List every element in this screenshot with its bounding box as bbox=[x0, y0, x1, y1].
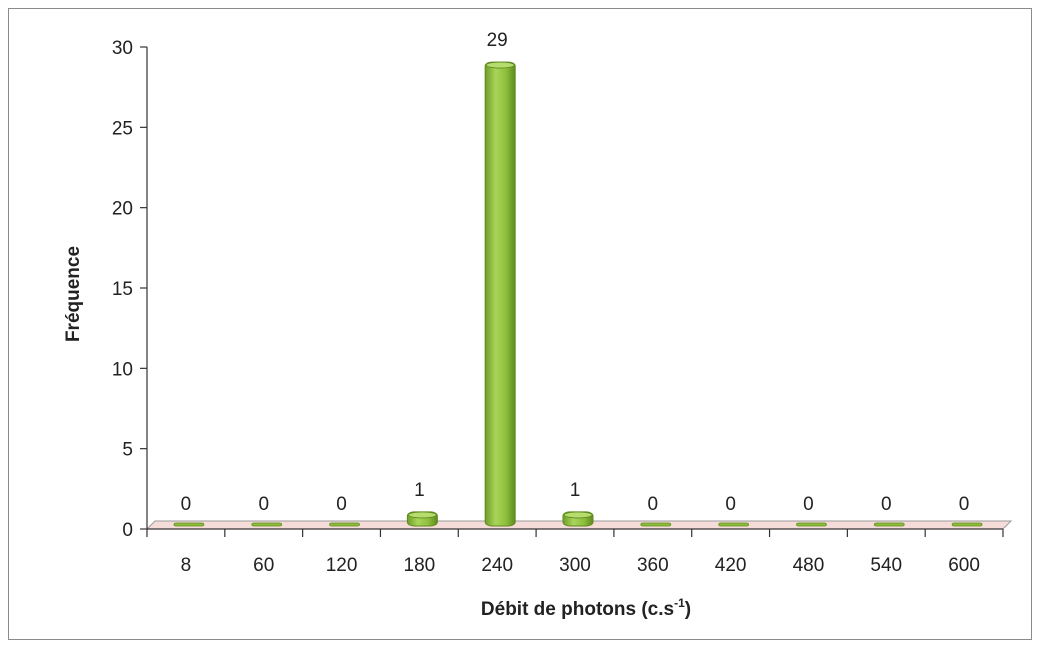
data-label: 0 bbox=[881, 494, 892, 515]
x-axis-title-suffix: ) bbox=[685, 599, 691, 620]
x-tick-label: 480 bbox=[793, 555, 825, 576]
bar bbox=[640, 522, 672, 527]
bar bbox=[951, 522, 983, 527]
x-tick-label: 60 bbox=[253, 555, 274, 576]
x-tick-label: 420 bbox=[715, 555, 747, 576]
data-label: 29 bbox=[487, 30, 508, 51]
data-label: 0 bbox=[181, 494, 192, 515]
x-tick-label: 300 bbox=[559, 555, 591, 576]
y-tick-label: 0 bbox=[122, 520, 133, 541]
x-axis-title-superscript: -1 bbox=[674, 596, 685, 610]
data-label: 1 bbox=[570, 480, 581, 501]
bar bbox=[329, 522, 360, 527]
data-label: 0 bbox=[336, 494, 347, 515]
data-label: 0 bbox=[959, 494, 970, 515]
bar bbox=[718, 522, 750, 527]
bars bbox=[173, 61, 983, 527]
data-label: 0 bbox=[803, 494, 814, 515]
y-tick-label: 5 bbox=[122, 440, 133, 461]
y-tick-label: 25 bbox=[112, 118, 133, 139]
y-tick-label: 15 bbox=[112, 279, 133, 300]
x-tick-label: 120 bbox=[326, 555, 358, 576]
x-tick-label: 540 bbox=[870, 555, 902, 576]
data-labels: 0 0 0 1 29 1 0 0 0 0 0 bbox=[181, 30, 970, 515]
y-tick-label: 30 bbox=[112, 38, 133, 59]
x-axis-title: Débit de photons (c.s-1) bbox=[481, 596, 691, 620]
y-tick-label: 10 bbox=[112, 359, 133, 380]
x-tick-label: 8 bbox=[181, 555, 192, 576]
bar bbox=[796, 522, 827, 527]
bar bbox=[484, 61, 516, 527]
x-axis-title-main: Débit de photons (c.s bbox=[481, 599, 674, 620]
x-tick-label: 360 bbox=[637, 555, 669, 576]
data-label: 0 bbox=[725, 494, 736, 515]
bar bbox=[406, 511, 438, 527]
data-label: 0 bbox=[648, 494, 659, 515]
bar bbox=[251, 522, 283, 527]
y-tick-label: 20 bbox=[112, 199, 133, 220]
y-axis-title: Fréquence bbox=[63, 246, 84, 342]
bar bbox=[873, 522, 905, 527]
bar bbox=[173, 522, 205, 527]
data-label: 1 bbox=[414, 480, 425, 501]
data-label: 0 bbox=[258, 494, 269, 515]
chart-frame: 0 5 10 15 20 25 30 8 60 120 180 240 300 360 420 480 540… bbox=[8, 8, 1032, 640]
x-axis: 8 60 120 180 240 300 360 420 480 540 600 bbox=[146, 528, 1004, 576]
x-tick-label: 240 bbox=[481, 555, 513, 576]
x-tick-label: 600 bbox=[948, 555, 980, 576]
bar bbox=[562, 511, 594, 527]
y-axis: 0 5 10 15 20 25 30 bbox=[112, 38, 148, 541]
x-tick-label: 180 bbox=[404, 555, 436, 576]
